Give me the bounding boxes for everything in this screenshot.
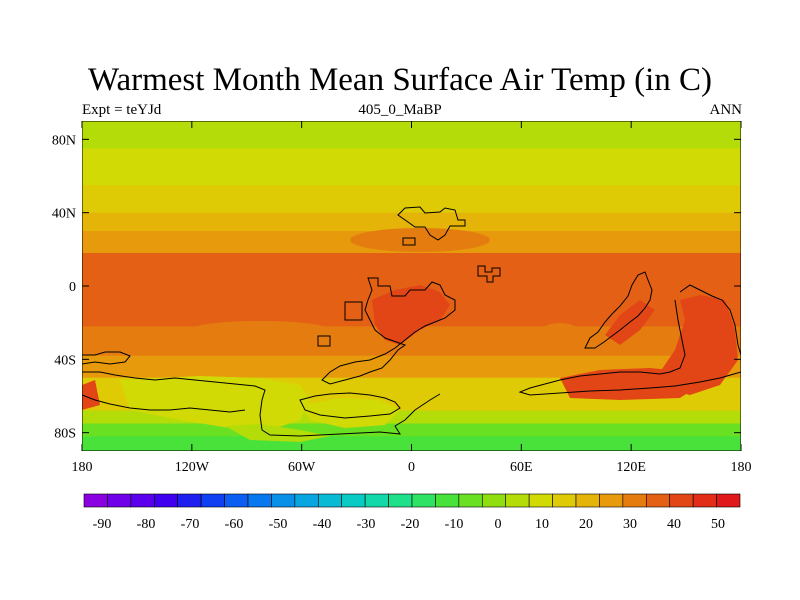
colorbar-swatch [364, 493, 389, 508]
hot-region-southeast [560, 368, 700, 400]
lon-tick-label: 60W [288, 460, 316, 475]
colorbar-labels: -90 -80 -70 -60 -50 -40 -30 -20 -10 0 10 20 30 40 50 [93, 517, 725, 532]
hot-region-west-edge [82, 380, 100, 410]
colorbar-swatch [435, 493, 460, 508]
coastline-north-block [397, 206, 466, 241]
colorbar-swatch [130, 493, 155, 508]
colorbar-label: 10 [535, 517, 549, 532]
coastline-islet-4 [317, 335, 331, 347]
colorbar-swatch [177, 493, 202, 508]
colorbar-label: 40 [667, 517, 681, 532]
colorbar-label: 50 [711, 517, 725, 532]
colorbar-label: -90 [93, 517, 112, 532]
colorbar-label: -40 [313, 517, 332, 532]
temperature-band-11 [82, 436, 741, 451]
hot-region-central [372, 285, 450, 345]
colorbar-swatch [552, 493, 577, 508]
lat-tick-label: 40N [52, 207, 76, 222]
coastline-islet-3 [344, 301, 363, 321]
lon-tick-label: 0 [408, 460, 415, 475]
cool-patch-south-central [300, 398, 400, 428]
colorbar-swatch [528, 493, 553, 508]
coastline-southeast [518, 299, 741, 396]
colorbar-label: -70 [181, 517, 200, 532]
colorbar-label: -60 [225, 517, 244, 532]
coastline-south-inner [82, 394, 246, 413]
coastline-islet-1 [402, 237, 416, 246]
lat-tick-label: 80N [52, 133, 76, 148]
colorbar-swatch [481, 493, 507, 508]
colorbar-swatch [107, 493, 132, 508]
colorbar [83, 493, 741, 508]
temperature-band-3 [82, 212, 741, 232]
colorbar-label: 0 [495, 517, 502, 532]
lon-tick-label: 120E [616, 460, 646, 475]
lon-tick-label: 60E [510, 460, 533, 475]
temperature-band-10 [82, 423, 741, 437]
temperature-band-7 [82, 355, 741, 379]
coastline-islet-2 [477, 265, 501, 283]
warm-patch-west [190, 321, 330, 339]
lon-tick-label: 120W [175, 460, 210, 475]
colorbar-label: -30 [357, 517, 376, 532]
colorbar-swatch [622, 493, 647, 508]
colorbar-swatch [388, 493, 413, 508]
warm-patch-north [350, 228, 490, 252]
longitude-axis: 180 120W 60W 0 60E 120E 180 [72, 121, 752, 475]
cool-patch-polar [225, 424, 330, 442]
colorbar-label: -20 [401, 517, 420, 532]
latitude-axis: 80N 40N 0 40S 80S [52, 133, 741, 442]
colorbar-swatch [692, 493, 717, 508]
colorbar-swatch [669, 493, 694, 508]
colorbar-label: 30 [623, 517, 637, 532]
lon-tick-label: 180 [72, 460, 93, 475]
lat-tick-label: 40S [54, 353, 76, 368]
hot-region-east-2 [660, 295, 738, 395]
colorbar-swatch [224, 493, 249, 508]
experiment-label: Expt = teYJd [82, 102, 162, 118]
colorbar-swatch [716, 493, 741, 508]
colorbar-swatch [645, 493, 671, 508]
colorbar-label: -50 [269, 517, 288, 532]
season-label: ANN [709, 102, 743, 118]
time-label: 405_0_MaBP [358, 102, 442, 118]
colorbar-swatch [411, 493, 436, 508]
coastline-east-continent [679, 284, 741, 356]
temperature-band-2 [82, 185, 741, 214]
coastline-east-strip [584, 271, 653, 349]
colorbar-swatch [294, 493, 319, 508]
colorbar-label: -10 [445, 517, 464, 532]
warm-patches [190, 228, 582, 347]
colorbar-swatch [83, 493, 108, 508]
colorbar-swatch [247, 493, 272, 508]
map-plot-area [82, 121, 741, 451]
colorbar-swatch [200, 493, 225, 508]
coastline-south-island [299, 392, 401, 419]
colorbar-swatch [575, 493, 600, 508]
colorbar-swatch [153, 493, 179, 508]
colorbar-swatch [341, 493, 366, 508]
plot-title: Warmest Month Mean Surface Air Temp (in … [87, 62, 713, 98]
warm-patch-east [538, 323, 582, 347]
colorbar-swatch [458, 493, 483, 508]
lon-tick-label: 180 [731, 460, 752, 475]
colorbar-swatch [271, 493, 296, 508]
lat-tick-label: 80S [54, 427, 76, 442]
coastline-central-continent [321, 277, 456, 385]
lat-tick-label: 0 [69, 280, 76, 295]
coastline-south-west [82, 371, 441, 437]
colorbar-label: -80 [137, 517, 156, 532]
colorbar-swatch [599, 493, 624, 508]
coastlines [82, 206, 741, 437]
coastline-west-edge [82, 351, 131, 365]
temperature-band-1 [82, 148, 741, 186]
colorbar-label: 20 [579, 517, 593, 532]
colorbar-swatch [505, 493, 530, 508]
colorbar-swatch [317, 493, 343, 508]
